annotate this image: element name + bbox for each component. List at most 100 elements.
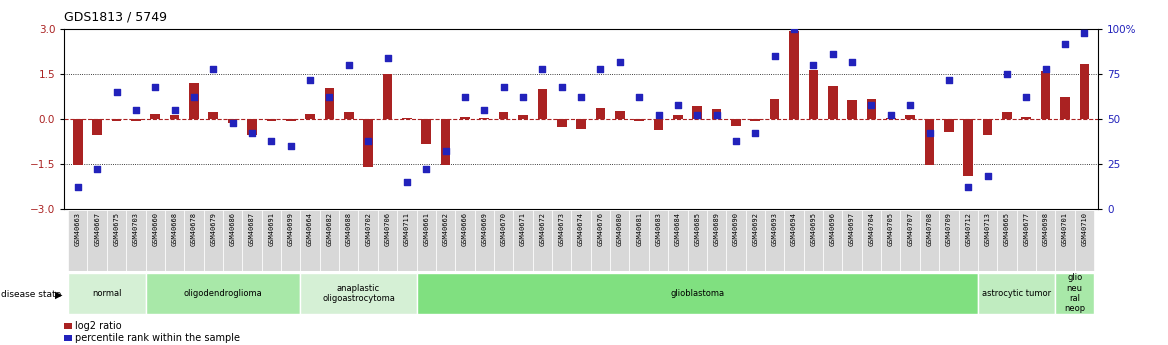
Bar <box>616 111 625 119</box>
Bar <box>668 210 688 271</box>
Bar <box>300 210 320 271</box>
Bar <box>64 323 71 329</box>
Text: GSM40702: GSM40702 <box>366 212 371 246</box>
Bar <box>591 210 610 271</box>
Bar <box>68 273 146 314</box>
Text: GSM40686: GSM40686 <box>230 212 236 246</box>
Text: GSM40679: GSM40679 <box>210 212 216 246</box>
Point <box>920 131 939 136</box>
Bar <box>165 210 185 271</box>
Text: GDS1813 / 5749: GDS1813 / 5749 <box>64 10 167 23</box>
Text: GSM40712: GSM40712 <box>965 212 972 246</box>
Bar <box>436 210 456 271</box>
Bar <box>630 210 649 271</box>
Bar <box>92 119 102 136</box>
Point <box>204 66 223 71</box>
Point <box>708 113 726 118</box>
Bar <box>745 210 765 271</box>
Bar <box>939 210 959 271</box>
Bar <box>901 210 920 271</box>
Bar <box>146 273 300 314</box>
Text: GSM40685: GSM40685 <box>694 212 701 246</box>
Bar <box>785 210 804 271</box>
Text: GSM40678: GSM40678 <box>190 212 197 246</box>
Bar <box>146 210 165 271</box>
Bar <box>494 210 513 271</box>
Bar <box>862 210 881 271</box>
Bar <box>112 119 121 121</box>
Bar <box>106 210 126 271</box>
Text: GSM40699: GSM40699 <box>287 212 293 246</box>
Bar <box>1075 210 1094 271</box>
Point <box>165 107 183 113</box>
Bar <box>649 210 668 271</box>
Text: GSM40664: GSM40664 <box>307 212 313 246</box>
Text: GSM40698: GSM40698 <box>1043 212 1049 246</box>
Text: GSM40697: GSM40697 <box>849 212 855 246</box>
Bar <box>1022 117 1031 119</box>
Bar <box>397 210 417 271</box>
Text: GSM40701: GSM40701 <box>1062 212 1068 246</box>
Bar <box>1056 273 1094 314</box>
Point <box>882 113 901 118</box>
Bar <box>881 210 901 271</box>
Text: GSM40670: GSM40670 <box>501 212 507 246</box>
Point <box>475 107 494 113</box>
Bar <box>281 210 300 271</box>
Bar <box>383 74 392 119</box>
Bar <box>707 210 726 271</box>
Bar <box>208 112 218 119</box>
Point <box>494 84 513 89</box>
Bar <box>305 114 315 119</box>
Text: GSM40705: GSM40705 <box>888 212 894 246</box>
Bar <box>596 108 605 119</box>
Bar <box>223 210 242 271</box>
Bar <box>479 118 489 119</box>
Text: GSM40677: GSM40677 <box>1023 212 1029 246</box>
Bar <box>751 119 760 121</box>
Point <box>456 95 474 100</box>
Text: GSM40708: GSM40708 <box>926 212 932 246</box>
Text: anaplastic
oligoastrocytoma: anaplastic oligoastrocytoma <box>322 284 395 303</box>
Point <box>262 138 280 143</box>
Bar <box>185 210 203 271</box>
Text: GSM40683: GSM40683 <box>655 212 661 246</box>
Point <box>107 89 126 95</box>
Text: GSM40709: GSM40709 <box>946 212 952 246</box>
Bar <box>867 99 876 119</box>
Bar <box>131 119 140 120</box>
Bar <box>920 210 939 271</box>
Text: normal: normal <box>92 289 121 298</box>
Text: GSM40694: GSM40694 <box>791 212 797 246</box>
Bar <box>1002 111 1011 119</box>
Point <box>417 167 436 172</box>
Bar <box>417 273 978 314</box>
Point <box>688 113 707 118</box>
Bar <box>804 210 823 271</box>
Bar <box>533 210 552 271</box>
Point <box>88 167 106 172</box>
Bar <box>905 116 915 119</box>
Bar <box>693 106 702 119</box>
Point <box>959 185 978 190</box>
Text: GSM40660: GSM40660 <box>152 212 158 246</box>
Bar <box>828 86 837 119</box>
Bar <box>711 109 722 119</box>
Bar <box>982 119 993 136</box>
Point <box>785 27 804 32</box>
Point <box>378 55 397 61</box>
Bar <box>513 210 533 271</box>
Point <box>1056 41 1075 47</box>
Point <box>765 53 784 59</box>
Text: GSM40710: GSM40710 <box>1082 212 1087 246</box>
Bar <box>887 118 896 119</box>
Bar <box>499 112 508 119</box>
Bar <box>262 210 281 271</box>
Bar <box>359 210 377 271</box>
Bar <box>402 118 411 119</box>
Text: GSM40687: GSM40687 <box>249 212 255 246</box>
Bar <box>537 89 547 119</box>
Bar <box>151 114 160 119</box>
Text: GSM40671: GSM40671 <box>520 212 526 246</box>
Text: GSM40703: GSM40703 <box>133 212 139 246</box>
